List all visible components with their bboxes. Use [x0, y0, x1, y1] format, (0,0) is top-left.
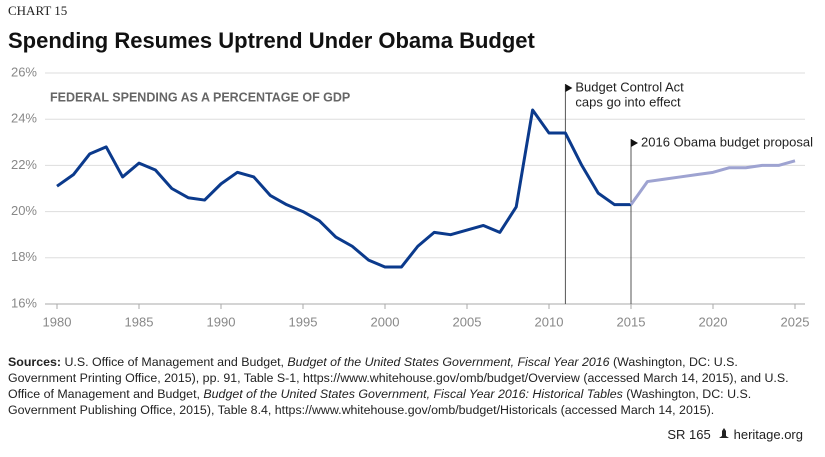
- sources-text: (Washington, DC: U.S. Government Printin…: [8, 355, 789, 401]
- y-tick-label: 22%: [11, 157, 37, 172]
- x-tick-label: 1990: [207, 314, 236, 329]
- sources-text: Budget of the United States Government, …: [203, 387, 623, 401]
- x-tick-label: 1985: [125, 314, 154, 329]
- x-tick-label: 2015: [617, 314, 646, 329]
- chart: CHART 15 Spending Resumes Uptrend Under …: [8, 3, 813, 329]
- site: heritage.org: [733, 427, 803, 442]
- data-line: [56, 108, 631, 269]
- data-line: [629, 159, 796, 206]
- annotation-marker: [565, 84, 573, 92]
- y-tick-label: 24%: [11, 111, 37, 126]
- x-tick-label: 2010: [535, 314, 564, 329]
- x-tick-label: 2000: [371, 314, 400, 329]
- x-tick-label: 2025: [781, 314, 810, 329]
- chart-title: Spending Resumes Uptrend Under Obama Bud…: [8, 28, 536, 53]
- y-tick-label: 20%: [11, 203, 37, 218]
- logo: [718, 428, 729, 438]
- annotation-text: 2016 Obama budget proposal: [641, 134, 813, 149]
- sources-text: U.S. Office of Management and Budget,: [61, 355, 288, 369]
- sources: Sources: U.S. Office of Management and B…: [8, 354, 798, 418]
- report-number: SR 165: [667, 427, 711, 442]
- annotation-text: caps go into effect: [575, 94, 681, 109]
- sources-text: Budget of the United States Government, …: [287, 355, 610, 369]
- y-tick-label: 26%: [11, 64, 37, 79]
- x-tick-label: 1995: [289, 314, 318, 329]
- x-tick-label: 2020: [699, 314, 728, 329]
- x-tick-label: 2005: [453, 314, 482, 329]
- sources-text: (Washington, DC: U.S. Government Publish…: [8, 387, 752, 417]
- y-tick-label: 18%: [11, 249, 37, 264]
- sources-label: Sources:: [8, 355, 62, 369]
- footer: SR 165 heritage.org: [667, 427, 803, 442]
- chart-subtitle: FEDERAL SPENDING AS A PERCENTAGE OF GDP: [50, 90, 350, 104]
- y-tick-label: 16%: [11, 295, 37, 310]
- x-tick-label: 1980: [43, 314, 72, 329]
- chart-label: CHART 15: [8, 3, 67, 18]
- annotation-text: Budget Control Act: [575, 79, 684, 94]
- annotation-marker: [631, 139, 638, 147]
